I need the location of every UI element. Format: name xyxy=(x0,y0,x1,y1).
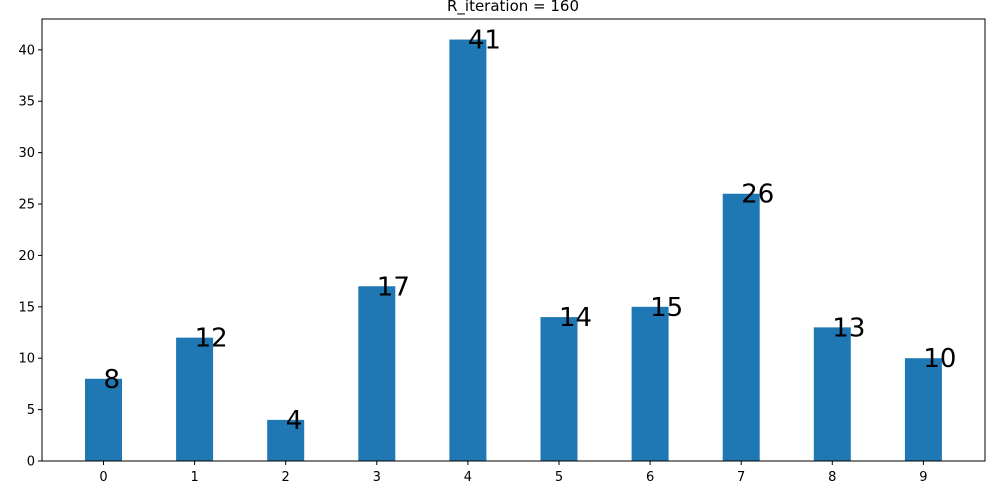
bar-7 xyxy=(722,193,760,461)
chart-title: R_iteration = 160 xyxy=(447,0,579,16)
bar-2 xyxy=(267,419,305,461)
y-tick-label: 25 xyxy=(18,198,35,213)
x-axis: 0 1 2 3 4 5 6 7 8 9 xyxy=(99,461,928,485)
y-tick-label: 10 xyxy=(18,352,35,367)
bar-value-label: 17 xyxy=(377,272,410,302)
bar-value-label: 10 xyxy=(923,344,956,374)
y-tick-label: 20 xyxy=(18,249,35,264)
bar-value-label: 13 xyxy=(832,313,865,343)
bar-4 xyxy=(449,39,487,462)
x-tick-label: 3 xyxy=(373,470,381,485)
bar-value-label: 15 xyxy=(650,293,683,323)
x-tick-label: 2 xyxy=(282,470,290,485)
bar-5 xyxy=(540,317,578,461)
bar-value-label: 41 xyxy=(468,26,501,56)
bar-value-label: 8 xyxy=(104,365,121,395)
bar-value-label: 12 xyxy=(195,324,228,354)
data-labels: 8 12 4 17 41 14 15 26 13 10 xyxy=(104,26,957,436)
y-tick-label: 35 xyxy=(18,95,35,110)
y-tick-label: 40 xyxy=(18,43,35,58)
y-tick-label: 5 xyxy=(27,403,35,418)
bar-value-label: 4 xyxy=(286,406,303,436)
bar-0 xyxy=(85,378,122,461)
bar-value-label: 14 xyxy=(559,303,592,333)
bar-3 xyxy=(358,286,396,461)
y-axis: 0 5 10 15 20 25 30 35 40 xyxy=(18,43,42,470)
x-tick-label: 0 xyxy=(99,470,107,485)
x-tick-label: 5 xyxy=(555,470,563,485)
plot-frame xyxy=(41,18,986,462)
bar-6 xyxy=(631,306,669,461)
x-tick-label: 8 xyxy=(828,470,836,485)
x-tick-label: 1 xyxy=(190,470,198,485)
bar-9 xyxy=(904,358,942,461)
x-tick-label: 9 xyxy=(919,470,927,485)
x-tick-label: 7 xyxy=(737,470,745,485)
y-tick-label: 30 xyxy=(18,146,35,161)
bar-1 xyxy=(176,337,214,461)
bar-value-label: 26 xyxy=(741,180,774,210)
x-tick-label: 4 xyxy=(464,470,472,485)
bars xyxy=(85,39,942,462)
y-tick-label: 15 xyxy=(18,300,35,315)
x-tick-label: 6 xyxy=(646,470,654,485)
y-tick-label: 0 xyxy=(27,455,35,470)
bar-8 xyxy=(813,327,851,461)
